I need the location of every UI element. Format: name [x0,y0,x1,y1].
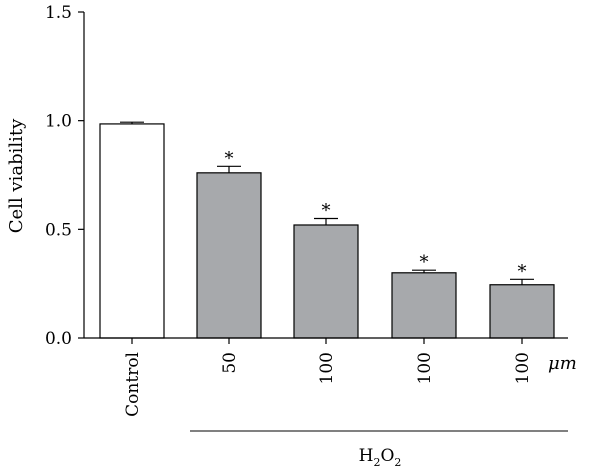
y-ticks-group: 0.0 0.5 1.0 1.5 [45,3,84,349]
x-category-label-3: 100 [415,352,435,384]
bar-2 [293,224,359,339]
y-axis-label: Cell viability [6,118,27,233]
x-category-label-2: 100 [317,352,337,384]
significance-star-3: * [420,252,429,273]
bar-1 [196,172,262,339]
y-tick-label-3: 1.5 [45,3,72,23]
group-label: H2O2 [359,446,402,469]
x-category-label-1: 50 [220,352,240,374]
x-unit-label: μm [548,353,577,374]
y-tick-label-0: 0.0 [45,329,72,349]
x-category-label-4: 100 [513,352,533,384]
bar-0 [99,123,165,339]
y-tick-label-1: 0.5 [45,220,72,240]
significance-group: * * * * [225,148,527,282]
group-label-o: O [380,446,394,466]
group-label-sub1: 2 [373,456,380,469]
y-tick-label-2: 1.0 [45,112,72,132]
error-bars-group [120,121,534,285]
bar-3 [391,272,457,339]
bar-4 [489,284,555,339]
group-label-sub2: 2 [394,456,401,469]
significance-star-2: * [322,200,331,221]
significance-star-1: * [225,148,234,169]
group-label-h: H [359,446,374,466]
x-categories-group: Control 50 100 100 100 [123,338,533,417]
bars-group [99,123,555,339]
significance-star-4: * [518,261,527,282]
x-category-label-0: Control [123,352,143,417]
